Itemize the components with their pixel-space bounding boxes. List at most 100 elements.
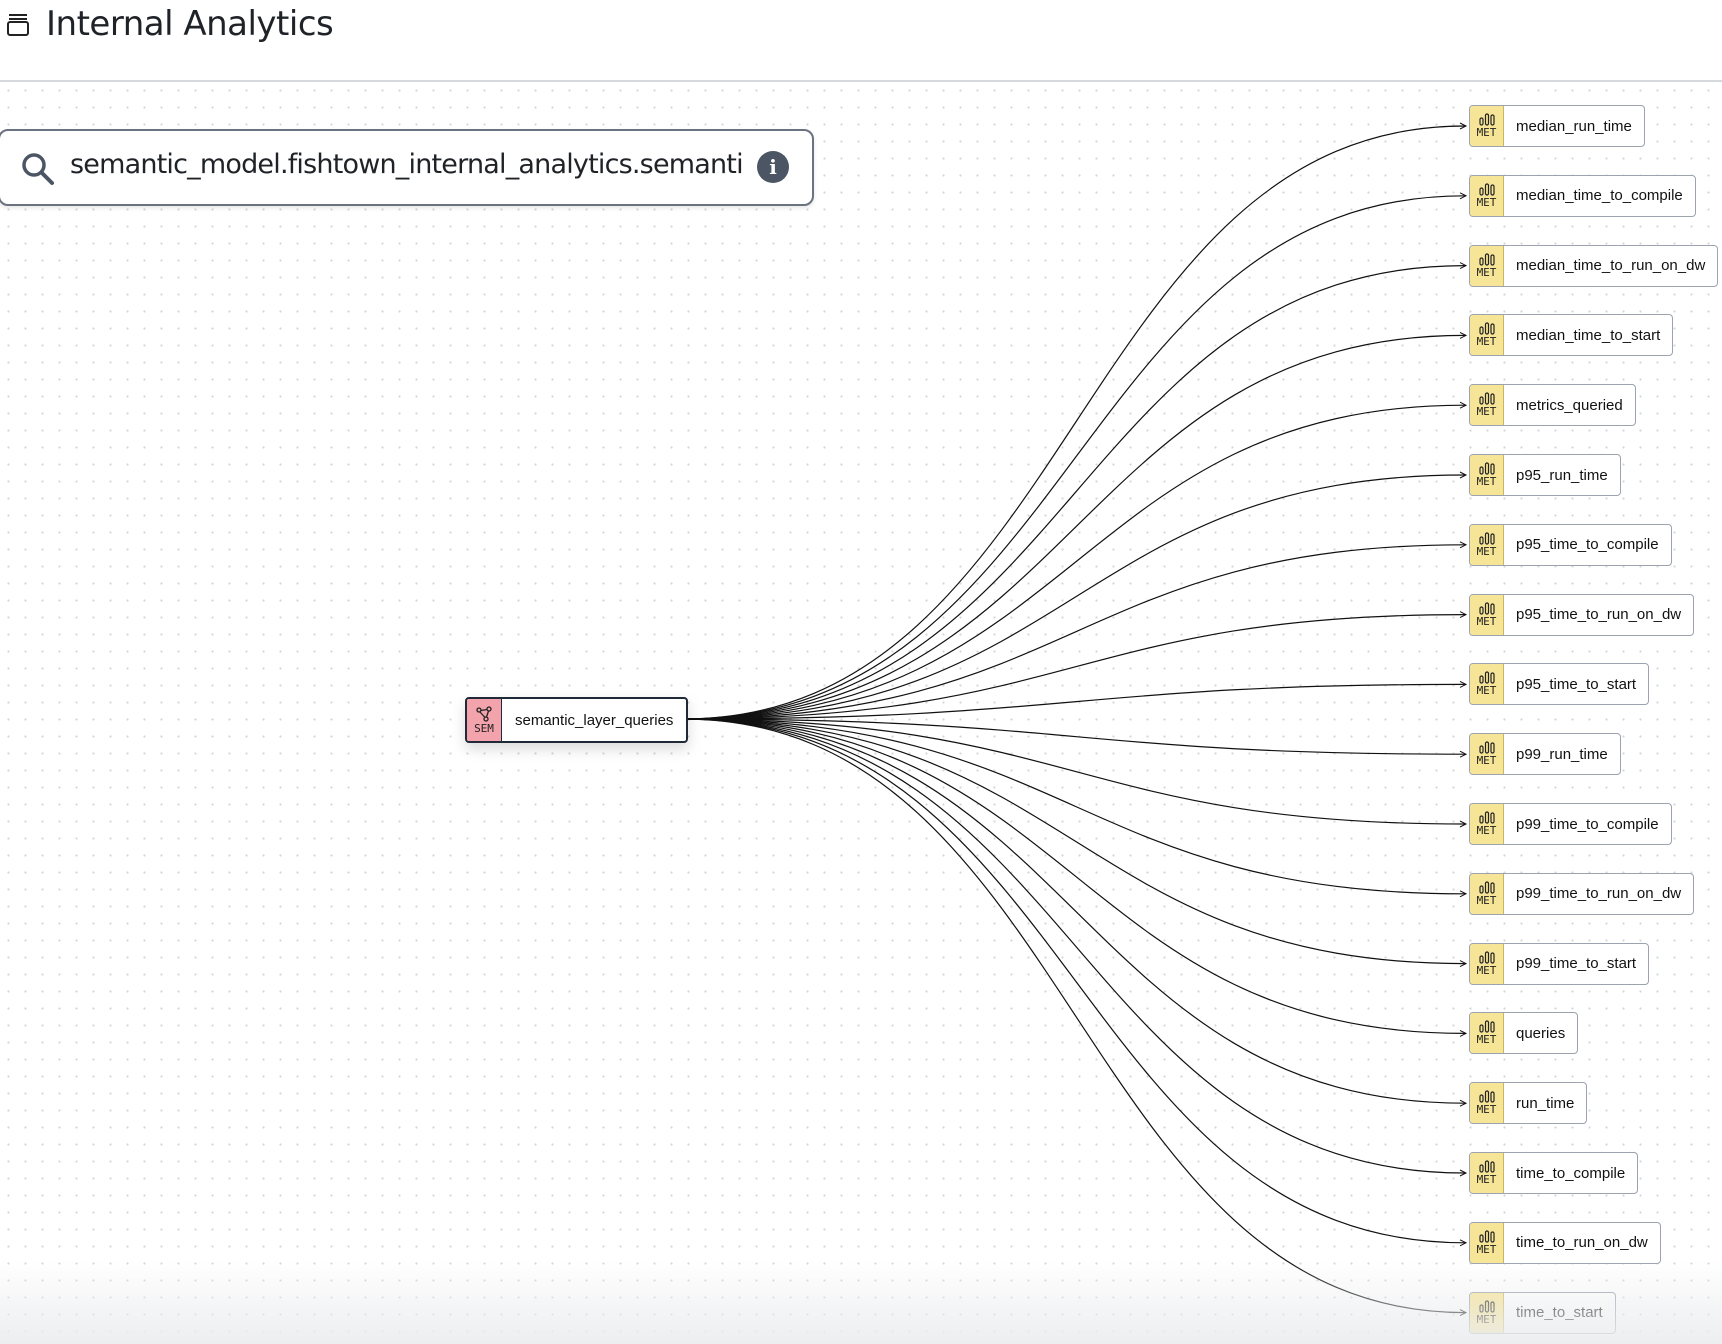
- lineage-edge: [682, 718, 1466, 965]
- edge-arrowhead: [1459, 122, 1468, 130]
- metric-node[interactable]: MET time_to_compile: [1469, 1152, 1639, 1194]
- edge-arrowhead: [1459, 1239, 1468, 1247]
- metric-node[interactable]: MET p99_time_to_start: [1469, 942, 1650, 985]
- metric-label: p99_time_to_compile: [1516, 815, 1659, 833]
- met-badge: MET: [1470, 315, 1504, 356]
- sem-badge: SEM: [467, 699, 502, 741]
- edge-arrowhead: [1459, 192, 1468, 200]
- met-badge-text: MET: [1476, 544, 1497, 558]
- semantic-model-label: semantic_layer_queries: [515, 711, 674, 729]
- lineage-edge: [682, 718, 1466, 1314]
- met-badge-text: MET: [1476, 1033, 1497, 1047]
- met-badge-text: MET: [1476, 824, 1497, 837]
- metric-node[interactable]: MET median_time_to_run_on_dw: [1469, 244, 1719, 287]
- bar-chart-icon: [1478, 462, 1495, 475]
- met-badge-text: MET: [1476, 265, 1497, 279]
- lineage-edge: [682, 125, 1466, 720]
- bar-chart-icon: [1478, 601, 1495, 615]
- edge-arrowhead: [1459, 471, 1468, 479]
- edge-arrowhead: [1459, 401, 1468, 409]
- metric-node[interactable]: MET p95_time_to_compile: [1469, 523, 1672, 566]
- bar-chart-icon: [1478, 392, 1495, 405]
- page-title: Internal Analytics: [46, 4, 334, 44]
- metric-label: metrics_queried: [1516, 396, 1623, 414]
- met-badge: MET: [1470, 385, 1504, 426]
- metric-node[interactable]: MET p99_run_time: [1469, 733, 1621, 776]
- met-badge: MET: [1470, 245, 1504, 286]
- met-badge: MET: [1470, 1013, 1504, 1054]
- lineage-edge: [682, 334, 1466, 720]
- metric-node[interactable]: MET p95_time_to_start: [1469, 663, 1650, 706]
- bar-chart-icon: [1478, 1230, 1495, 1243]
- edge-arrowhead: [1459, 750, 1468, 758]
- metric-node[interactable]: MET median_time_to_start: [1469, 314, 1674, 357]
- bar-chart-icon: [1478, 881, 1495, 894]
- metric-node[interactable]: MET time_to_start: [1469, 1291, 1616, 1334]
- metric-node[interactable]: MET time_to_run_on_dw: [1469, 1221, 1661, 1264]
- search-value[interactable]: semantic_model.fishtown_internal_analyti…: [70, 149, 742, 180]
- met-badge: MET: [1470, 594, 1504, 635]
- metric-node[interactable]: MET median_time_to_compile: [1469, 174, 1696, 217]
- edge-arrowhead: [1459, 1099, 1468, 1107]
- lineage-edge: [682, 195, 1466, 720]
- met-badge: MET: [1470, 175, 1504, 216]
- metric-node[interactable]: MET metrics_queried: [1469, 384, 1636, 427]
- bar-chart-icon: [1478, 671, 1495, 684]
- lineage-canvas[interactable]: [0, 82, 1722, 1344]
- metric-label: median_run_time: [1516, 117, 1632, 135]
- edge-arrowhead: [1459, 960, 1468, 968]
- met-badge: MET: [1470, 1222, 1504, 1263]
- layers-icon: [7, 14, 29, 36]
- met-badge-text: MET: [1476, 754, 1497, 768]
- metric-node[interactable]: MET queries: [1469, 1012, 1579, 1055]
- met-badge: MET: [1470, 455, 1504, 495]
- edge-arrowhead: [1459, 890, 1468, 898]
- metric-node[interactable]: MET median_run_time: [1469, 105, 1645, 147]
- met-badge: MET: [1470, 106, 1504, 146]
- header: Internal Analytics: [0, 0, 1722, 82]
- metric-label: p99_time_to_run_on_dw: [1516, 885, 1682, 903]
- bar-chart-icon: [1478, 183, 1495, 196]
- metric-label: p95_time_to_start: [1516, 675, 1637, 693]
- metric-label: time_to_compile: [1516, 1164, 1626, 1182]
- met-badge-text: MET: [1476, 963, 1497, 977]
- lineage-edge: [682, 718, 1466, 1174]
- lineage-edge: [682, 614, 1466, 720]
- met-badge-text: MET: [1476, 475, 1497, 488]
- metric-label: p95_time_to_run_on_dw: [1516, 606, 1682, 624]
- bar-chart-icon: [1478, 252, 1495, 266]
- metric-node[interactable]: MET p99_time_to_run_on_dw: [1469, 872, 1695, 915]
- met-badge-text: MET: [1476, 893, 1497, 907]
- metric-node[interactable]: MET p95_run_time: [1469, 454, 1621, 496]
- metric-label: median_time_to_start: [1516, 326, 1661, 344]
- met-badge: MET: [1470, 734, 1504, 775]
- info-icon[interactable]: i: [757, 151, 789, 183]
- lineage-edge: [682, 718, 1466, 1034]
- met-badge: MET: [1470, 1292, 1504, 1333]
- lineage-edge: [682, 683, 1466, 720]
- met-badge-text: MET: [1476, 335, 1497, 349]
- bar-chart-icon: [1478, 1020, 1495, 1033]
- edge-arrowhead: [1459, 541, 1468, 549]
- bar-chart-icon: [1478, 322, 1495, 335]
- bar-chart-icon: [1478, 532, 1495, 545]
- metric-node[interactable]: MET p99_time_to_compile: [1469, 803, 1672, 845]
- metric-node[interactable]: MET p95_time_to_run_on_dw: [1469, 593, 1695, 636]
- met-badge-text: MET: [1476, 1173, 1497, 1186]
- metric-node[interactable]: MET run_time: [1469, 1082, 1588, 1125]
- metric-label: median_time_to_compile: [1516, 187, 1683, 205]
- bar-chart-icon: [1478, 1090, 1495, 1103]
- bar-chart-icon: [1478, 1299, 1495, 1313]
- bar-chart-icon: [1478, 113, 1495, 126]
- met-badge-text: MET: [1476, 614, 1497, 628]
- lineage-edge: [682, 718, 1466, 755]
- met-badge-text: MET: [1476, 1312, 1497, 1326]
- edge-arrowhead: [1459, 1169, 1468, 1177]
- edge-arrowhead: [1459, 611, 1468, 619]
- search-input[interactable]: semantic_model.fishtown_internal_analyti…: [0, 129, 814, 206]
- met-badge: MET: [1470, 524, 1504, 565]
- semantic-model-node[interactable]: SEM semantic_layer_queries: [465, 697, 689, 743]
- metric-label: queries: [1516, 1024, 1566, 1042]
- met-badge-text: MET: [1476, 1103, 1497, 1117]
- semantic-model-icon: [476, 705, 492, 722]
